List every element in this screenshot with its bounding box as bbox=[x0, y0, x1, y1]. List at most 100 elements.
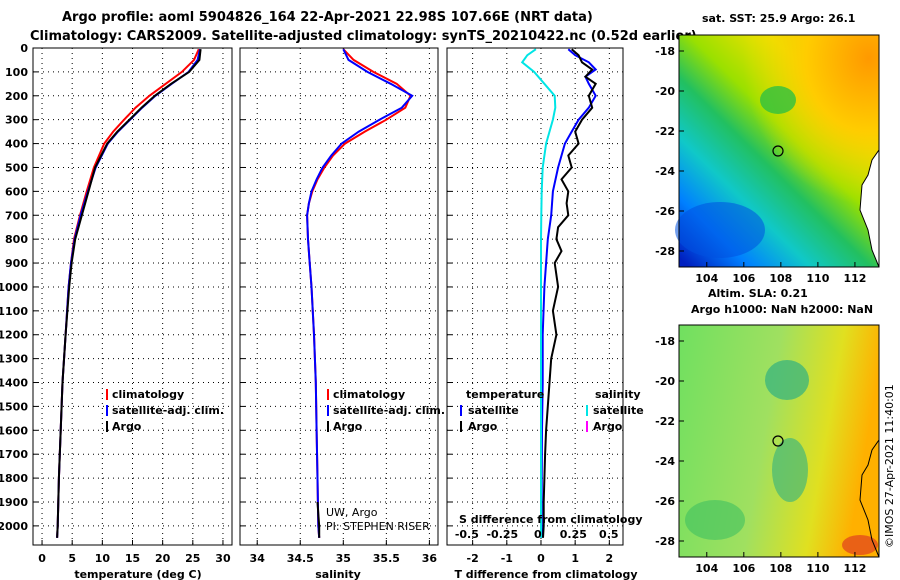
x-tick-label: 10 bbox=[95, 552, 111, 565]
legend-swatch-satellite bbox=[327, 405, 329, 416]
s-difference-ticks: -0.5 -0.25 0 0.25 0.5 bbox=[455, 528, 619, 541]
depth-tick-label: 1500 bbox=[0, 400, 28, 413]
x-tick-label: -1 bbox=[501, 552, 513, 565]
sst-eddy bbox=[760, 86, 796, 114]
sla-high bbox=[842, 535, 878, 555]
depth-tick-label: 1900 bbox=[0, 496, 28, 509]
depth-tick-label: 0 bbox=[20, 42, 28, 55]
depth-tick-label: 1100 bbox=[0, 305, 28, 318]
map-y-tick-label: -26 bbox=[655, 205, 675, 218]
depth-tick-label: 1700 bbox=[0, 448, 28, 461]
depth-tick-label: 1000 bbox=[0, 281, 28, 294]
depth-tick-label: 1600 bbox=[0, 424, 28, 437]
x-tick-label: 15 bbox=[125, 552, 140, 565]
map-y-tick-label: -24 bbox=[655, 165, 675, 178]
argo-position-marker bbox=[772, 435, 784, 447]
s-tick-label: -0.25 bbox=[486, 528, 518, 541]
panel-frame bbox=[446, 47, 624, 546]
salinity-panel: 34 34.5 35 35.5 36 bbox=[239, 47, 439, 565]
sst-map bbox=[675, 34, 880, 268]
legend-swatch-s-argo bbox=[586, 421, 588, 432]
legend-t-satellite: satellite bbox=[468, 404, 519, 417]
series-line-t-satellite bbox=[540, 48, 598, 538]
sst-map-title: sat. SST: 25.9 Argo: 26.1 bbox=[702, 12, 855, 25]
temperature-legend: climatology satellite-adj. clim. Argo bbox=[106, 388, 224, 433]
argo-position-marker bbox=[772, 145, 784, 157]
sst-map-frame bbox=[678, 34, 880, 268]
salinity-annotation-1: UW, Argo bbox=[326, 506, 378, 519]
sst-cold-patch bbox=[675, 202, 765, 258]
x-tick-label: 34 bbox=[250, 552, 266, 565]
x-tick-label: 20 bbox=[155, 552, 171, 565]
temperature-panel: 0 5 10 15 20 25 30 bbox=[32, 47, 233, 565]
legend-swatch-t-satellite bbox=[460, 405, 462, 416]
depth-tick-label: 700 bbox=[5, 209, 28, 222]
s-tick-label: 0.5 bbox=[599, 528, 619, 541]
difference-xlabel: T difference from climatology bbox=[454, 568, 637, 580]
map-y-tick-label: -28 bbox=[655, 535, 675, 548]
depth-tick-label: 1400 bbox=[0, 377, 28, 390]
depth-axis-ticks: 0 100 200 300 400 500 600 700 800 900 1000 1100 1200… bbox=[0, 42, 28, 533]
map-y-tick-label: -20 bbox=[655, 375, 675, 388]
map-y-tick-label: -24 bbox=[655, 455, 675, 468]
map-y-tick-label: -18 bbox=[655, 335, 675, 348]
map-x-tick-label: 112 bbox=[843, 272, 866, 285]
sla-map-title-2: Argo h1000: NaN h2000: NaN bbox=[691, 303, 873, 316]
sst-map-ticks: 104 106 108 110 112 -18 -20 -22 -24 -26 -28 bbox=[655, 45, 866, 285]
sla-map bbox=[678, 324, 880, 558]
legend-salinity-title: salinity bbox=[595, 388, 641, 401]
difference-legend: temperature satellite Argo salinity sate… bbox=[460, 388, 644, 433]
x-tick-label: 35 bbox=[336, 552, 351, 565]
legend-argo: Argo bbox=[112, 420, 142, 433]
depth-tick-label: 600 bbox=[5, 185, 28, 198]
series-line-t-argo bbox=[542, 48, 598, 538]
s-tick-label: -0.5 bbox=[455, 528, 479, 541]
legend-climatology: climatology bbox=[112, 388, 184, 401]
series-line-satellite-adj-clim- bbox=[306, 48, 414, 538]
legend-satellite: satellite-adj. clim. bbox=[112, 404, 224, 417]
map-x-tick-label: 104 bbox=[695, 272, 718, 285]
depth-tick-label: 2000 bbox=[0, 520, 28, 533]
legend-argo: Argo bbox=[333, 420, 363, 433]
sla-low-2 bbox=[772, 438, 808, 502]
sla-map-frame bbox=[678, 324, 880, 558]
salinity-xlabel: salinity bbox=[315, 568, 361, 580]
map-x-tick-label: 104 bbox=[695, 562, 718, 575]
sla-low-1 bbox=[765, 360, 809, 400]
salinity-annotation-2: PI: STEPHEN RISER bbox=[326, 520, 430, 533]
legend-swatch-argo bbox=[327, 421, 329, 432]
x-tick-label: 1 bbox=[571, 552, 579, 565]
legend-swatch-satellite bbox=[106, 405, 108, 416]
map-y-tick-label: -22 bbox=[655, 125, 675, 138]
depth-tick-label: 500 bbox=[5, 161, 28, 174]
s-difference-axis-label: S difference from climatology bbox=[459, 513, 643, 526]
legend-swatch-s-satellite bbox=[586, 405, 588, 416]
sla-low-3 bbox=[685, 500, 745, 540]
depth-tick-label: 200 bbox=[5, 90, 28, 103]
series-line-climatology bbox=[306, 48, 412, 538]
s-tick-label: 0 bbox=[534, 528, 542, 541]
x-tick-label: 5 bbox=[68, 552, 76, 565]
x-tick-label: -2 bbox=[467, 552, 479, 565]
difference-panel: -2 -1 0 1 2 bbox=[446, 47, 624, 565]
map-y-tick-label: -22 bbox=[655, 415, 675, 428]
depth-tick-label: 1300 bbox=[0, 353, 28, 366]
legend-swatch-climatology bbox=[106, 389, 108, 400]
s-tick-label: 0.25 bbox=[560, 528, 587, 541]
map-y-tick-label: -20 bbox=[655, 85, 675, 98]
x-tick-label: 0 bbox=[38, 552, 46, 565]
legend-satellite: satellite-adj. clim. bbox=[333, 404, 445, 417]
series-line-argo bbox=[316, 501, 321, 538]
map-x-tick-label: 106 bbox=[732, 272, 755, 285]
map-x-tick-label: 108 bbox=[769, 272, 792, 285]
panel-frame bbox=[32, 47, 233, 546]
depth-tick-label: 1800 bbox=[0, 472, 28, 485]
depth-tick-label: 300 bbox=[5, 114, 28, 127]
x-tick-label: 0 bbox=[537, 552, 545, 565]
legend-swatch-climatology bbox=[327, 389, 329, 400]
series-line-satellite-adj-clim- bbox=[56, 48, 201, 538]
map-y-tick-label: -18 bbox=[655, 45, 675, 58]
series-line-s-satellite bbox=[520, 48, 557, 538]
depth-tick-label: 1200 bbox=[0, 329, 28, 342]
